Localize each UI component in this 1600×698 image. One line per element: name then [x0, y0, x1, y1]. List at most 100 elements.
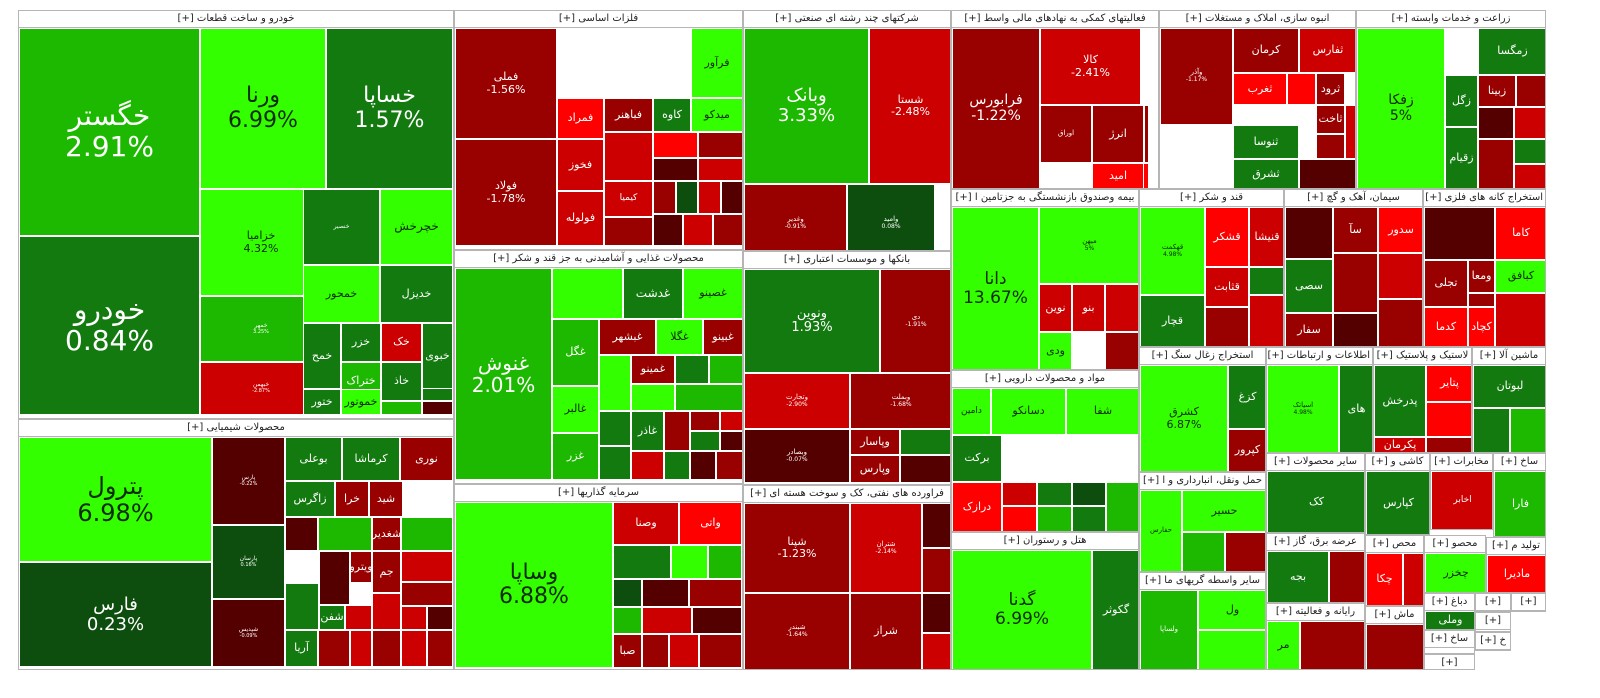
sector-14[interactable]: استخراج کانه های فلزی [+] کاما کبافق تجلی کد…	[1423, 189, 1546, 347]
filler-tile[interactable]	[1514, 164, 1545, 188]
sector-title[interactable]: قند و شکر [+]	[1140, 190, 1283, 207]
stock-tile[interactable]: ثنوسا	[1233, 125, 1299, 159]
filler-tile[interactable]	[1478, 107, 1514, 139]
sector-title[interactable]: ماشین آلا [+]	[1473, 348, 1545, 365]
stock-tile[interactable]: وساپا 6.88%	[455, 502, 613, 668]
stock-tile[interactable]: برکت	[952, 435, 1002, 482]
stock-tile[interactable]: فرابورس -1.22%	[952, 28, 1040, 188]
sector-25[interactable]: رایانه و فعالیته [+] مر	[1266, 603, 1365, 670]
stock-tile[interactable]: کدما	[1424, 307, 1468, 346]
sector-35[interactable]: [+]	[1475, 593, 1511, 612]
stock-tile[interactable]: واتی	[679, 502, 742, 545]
stock-tile[interactable]: آریا	[285, 630, 318, 667]
sector-title[interactable]: ماش [+]	[1366, 607, 1423, 624]
stock-tile[interactable]: قشکر	[1205, 207, 1249, 267]
filler-tile[interactable]	[708, 545, 742, 579]
sector-title[interactable]: دباغ [+]	[1425, 594, 1474, 611]
stock-tile[interactable]: فملی -1.56%	[455, 28, 557, 139]
filler-tile[interactable]	[401, 606, 427, 630]
filler-tile[interactable]	[427, 606, 453, 630]
stock-tile[interactable]: شپدیس -0.09%	[212, 599, 285, 667]
filler-tile[interactable]	[401, 630, 427, 667]
sector-24[interactable]: عرضه برق، گاز [+] بجه	[1266, 533, 1365, 603]
filler-tile[interactable]	[1037, 482, 1072, 506]
filler-tile[interactable]	[653, 158, 698, 181]
stock-tile[interactable]: میدکو	[691, 98, 742, 132]
filler-tile[interactable]	[1345, 105, 1355, 159]
filler-tile[interactable]	[1468, 293, 1495, 307]
stock-tile[interactable]: کپارس	[1366, 471, 1429, 534]
filler-tile[interactable]	[1300, 621, 1364, 669]
sector-31[interactable]: ساخ [+] فارا	[1493, 453, 1546, 537]
stock-tile[interactable]: شتران -2.14%	[850, 503, 922, 593]
stock-tile[interactable]: پترول 6.98%	[19, 437, 212, 562]
stock-tile[interactable]: خنصیر	[303, 189, 380, 265]
filler-tile[interactable]	[671, 545, 708, 579]
stock-tile[interactable]: ثرود	[1316, 73, 1345, 105]
stock-tile[interactable]: ونوین 1.93%	[744, 269, 880, 373]
stock-tile[interactable]: ثفارس	[1299, 28, 1355, 73]
stock-tile[interactable]: زاگرس	[285, 481, 335, 517]
stock-tile[interactable]: سصی	[1285, 259, 1333, 313]
sector-title[interactable]: استخراج زغال سنگ [+]	[1140, 348, 1265, 365]
stock-tile[interactable]: قنیشا	[1249, 207, 1283, 267]
sector-39[interactable]: [+]	[1424, 654, 1475, 670]
stock-tile[interactable]: خبهمن -2.87%	[200, 362, 322, 415]
filler-tile[interactable]	[1249, 267, 1283, 295]
stock-tile[interactable]: خدیزل	[380, 265, 453, 323]
stock-tile[interactable]: خودرو 0.84%	[19, 236, 200, 415]
sector-36[interactable]: [+]	[1511, 593, 1546, 612]
filler-tile[interactable]	[1378, 253, 1422, 299]
stock-tile[interactable]: دی -1.91%	[880, 269, 950, 373]
sector-title[interactable]: رایانه و فعالیته [+]	[1267, 604, 1364, 621]
sector-title[interactable]: محصولات شیمیایی [+]	[19, 420, 453, 437]
filler-tile[interactable]	[1329, 551, 1364, 602]
filler-tile[interactable]	[381, 401, 422, 415]
filler-tile[interactable]	[716, 451, 742, 480]
stock-tile[interactable]: شغدیر	[372, 517, 401, 551]
sector-20[interactable]: هتل و رستوران [+] گدنا 6.99% گکوثر	[951, 532, 1139, 670]
filler-tile[interactable]	[675, 355, 709, 384]
filler-tile[interactable]	[669, 634, 699, 668]
filler-tile[interactable]	[698, 181, 721, 214]
stock-tile[interactable]: خمح	[303, 323, 341, 389]
filler-tile[interactable]	[1316, 134, 1345, 159]
filler-tile[interactable]	[631, 451, 664, 480]
stock-tile[interactable]: ول	[1198, 590, 1265, 630]
stock-tile[interactable]: خاذ	[381, 362, 422, 401]
sector-37[interactable]: [+]	[1475, 612, 1511, 632]
filler-tile[interactable]	[713, 214, 742, 246]
filler-tile[interactable]	[1205, 307, 1249, 346]
sector-9[interactable]: انبوه سازی، املاک و مستغلات [+] وآذر -1.17…	[1159, 10, 1356, 189]
stock-tile[interactable]: زقیام	[1445, 127, 1478, 188]
filler-tile[interactable]	[631, 384, 675, 411]
filler-tile[interactable]	[653, 181, 676, 214]
filler-tile[interactable]	[1072, 506, 1106, 531]
stock-tile[interactable]: وملی	[1425, 611, 1474, 629]
stock-tile[interactable]: غصینو	[683, 268, 742, 319]
sector-title[interactable]: استخراج کانه های فلزی [+]	[1424, 190, 1545, 207]
sector-title[interactable]: ساخ [+]	[1425, 631, 1474, 648]
filler-tile[interactable]	[922, 503, 950, 548]
sector-10[interactable]: زراعت و خدمات وابسته [+] زفکا 5% زمگسا زبینا…	[1356, 10, 1546, 189]
filler-tile[interactable]	[372, 630, 401, 667]
sector-3[interactable]: محصولات غذایی و آشامیدنی به جز قند و شکر…	[454, 250, 743, 484]
filler-tile[interactable]	[1002, 482, 1037, 506]
stock-tile[interactable]: وآذر -1.17%	[1160, 28, 1233, 125]
sector-title[interactable]: حمل ونقل، انبارداری و ا [+]	[1140, 473, 1265, 490]
stock-tile[interactable]: وغدیر -0.91%	[744, 184, 847, 250]
filler-tile[interactable]	[1426, 402, 1471, 437]
sector-title[interactable]: محصو [+]	[1425, 536, 1485, 553]
filler-tile[interactable]	[350, 630, 372, 667]
sector-title[interactable]: لاستیک و پلاستیک [+]	[1374, 348, 1471, 365]
stock-tile[interactable]: اوراق	[1040, 105, 1092, 163]
filler-tile[interactable]	[599, 411, 631, 446]
sector-title[interactable]: فعالیتهای کمکی به نهادهای مالی واسط [+]	[952, 11, 1158, 28]
stock-tile[interactable]: مادیرا	[1487, 555, 1545, 592]
stock-tile[interactable]: شستا -2.48%	[869, 28, 950, 184]
filler-tile[interactable]	[285, 583, 319, 630]
stock-tile[interactable]: شراز	[850, 593, 922, 669]
stock-tile[interactable]: ورنا 6.99%	[200, 28, 326, 189]
stock-tile[interactable]: نوین	[1039, 284, 1072, 332]
stock-tile[interactable]: فباهنر	[604, 98, 653, 132]
